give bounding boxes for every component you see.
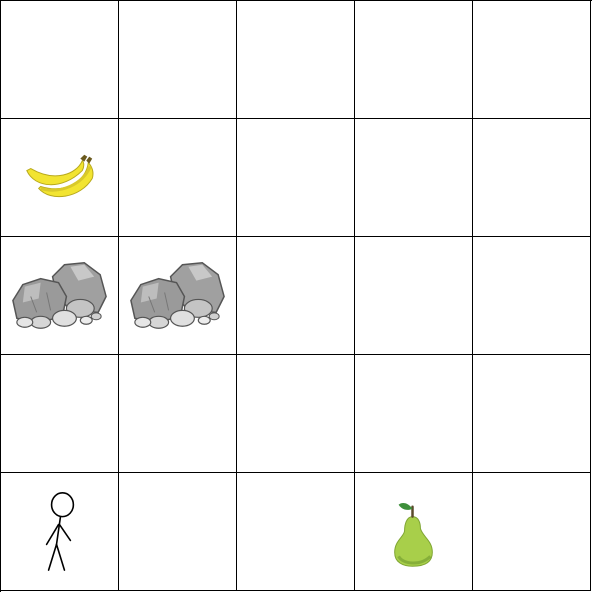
grid-cell[interactable] xyxy=(473,237,591,355)
grid-cell[interactable] xyxy=(473,473,591,591)
grid-cell[interactable] xyxy=(119,473,237,591)
grid-cell[interactable] xyxy=(1,473,119,591)
grid-cell[interactable] xyxy=(355,237,473,355)
grid-cell[interactable] xyxy=(119,119,237,237)
grid-cell[interactable] xyxy=(355,473,473,591)
grid-cell[interactable] xyxy=(473,1,591,119)
grid-cell[interactable] xyxy=(1,1,119,119)
grid-cell[interactable] xyxy=(237,355,355,473)
grid-cell[interactable] xyxy=(237,119,355,237)
grid-cell[interactable] xyxy=(119,1,237,119)
grid-cell[interactable] xyxy=(237,237,355,355)
grid-cell[interactable] xyxy=(237,473,355,591)
grid-cell[interactable] xyxy=(119,355,237,473)
grid-cell[interactable] xyxy=(355,1,473,119)
grid-cell[interactable] xyxy=(1,237,119,355)
grid-cell[interactable] xyxy=(473,119,591,237)
grid-cell[interactable] xyxy=(473,355,591,473)
grid-cell[interactable] xyxy=(119,237,237,355)
grid-cell[interactable] xyxy=(1,119,119,237)
grid-cell[interactable] xyxy=(355,119,473,237)
grid-cell[interactable] xyxy=(355,355,473,473)
grid-cell[interactable] xyxy=(237,1,355,119)
grid-cell[interactable] xyxy=(1,355,119,473)
